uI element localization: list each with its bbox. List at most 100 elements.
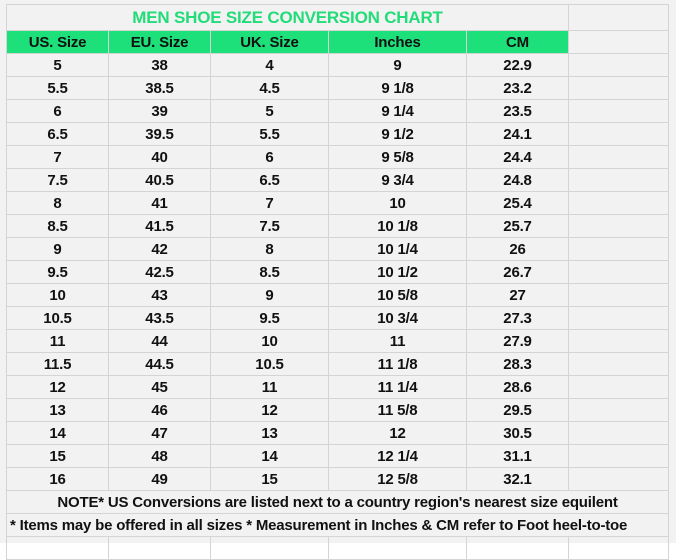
empty-cell[interactable] <box>108 536 211 560</box>
column-header[interactable]: US. Size <box>6 30 109 54</box>
table-cell[interactable]: 27.9 <box>466 329 569 353</box>
empty-cell[interactable] <box>568 30 669 54</box>
table-cell[interactable]: 11 <box>210 375 329 399</box>
table-cell[interactable]: 41 <box>108 191 211 215</box>
table-cell[interactable]: 11 1/8 <box>328 352 467 376</box>
table-cell[interactable]: 9 <box>6 237 109 261</box>
table-cell[interactable]: 9 1/8 <box>328 76 467 100</box>
empty-cell[interactable] <box>568 99 669 123</box>
table-cell[interactable]: 7 <box>6 145 109 169</box>
table-cell[interactable]: 10 3/4 <box>328 306 467 330</box>
table-cell[interactable]: 24.4 <box>466 145 569 169</box>
table-cell[interactable]: 27 <box>466 283 569 307</box>
table-cell[interactable]: 10.5 <box>6 306 109 330</box>
table-cell[interactable]: 26.7 <box>466 260 569 284</box>
empty-cell[interactable] <box>568 421 669 445</box>
table-cell[interactable]: 11 <box>6 329 109 353</box>
table-cell[interactable]: 11 5/8 <box>328 398 467 422</box>
table-cell[interactable]: 13 <box>210 421 329 445</box>
empty-cell[interactable] <box>568 237 669 261</box>
table-cell[interactable]: 15 <box>210 467 329 491</box>
table-cell[interactable]: 8 <box>6 191 109 215</box>
table-cell[interactable]: 4.5 <box>210 76 329 100</box>
table-cell[interactable]: 5 <box>6 53 109 77</box>
empty-cell[interactable] <box>568 260 669 284</box>
table-cell[interactable]: 30.5 <box>466 421 569 445</box>
column-header[interactable]: UK. Size <box>210 30 329 54</box>
empty-cell[interactable] <box>568 4 669 31</box>
empty-cell[interactable] <box>568 145 669 169</box>
table-cell[interactable]: 8.5 <box>210 260 329 284</box>
table-cell[interactable]: 24.1 <box>466 122 569 146</box>
table-cell[interactable]: 14 <box>210 444 329 468</box>
table-cell[interactable]: 6 <box>6 99 109 123</box>
empty-cell[interactable] <box>568 536 669 560</box>
table-cell[interactable]: 15 <box>6 444 109 468</box>
table-cell[interactable]: 6.5 <box>6 122 109 146</box>
table-cell[interactable]: 32.1 <box>466 467 569 491</box>
table-cell[interactable]: 8 <box>210 237 329 261</box>
table-cell[interactable]: 23.5 <box>466 99 569 123</box>
table-cell[interactable]: 11 <box>328 329 467 353</box>
empty-cell[interactable] <box>568 283 669 307</box>
table-cell[interactable]: 5.5 <box>6 76 109 100</box>
table-cell[interactable]: 9 <box>328 53 467 77</box>
table-cell[interactable]: 9 <box>210 283 329 307</box>
column-header[interactable]: Inches <box>328 30 467 54</box>
table-cell[interactable]: 39.5 <box>108 122 211 146</box>
table-cell[interactable]: 38.5 <box>108 76 211 100</box>
table-cell[interactable]: 6 <box>210 145 329 169</box>
table-cell[interactable]: 9 3/4 <box>328 168 467 192</box>
table-cell[interactable]: 9.5 <box>6 260 109 284</box>
table-cell[interactable]: 39 <box>108 99 211 123</box>
table-cell[interactable]: 25.7 <box>466 214 569 238</box>
table-cell[interactable]: 40 <box>108 145 211 169</box>
table-cell[interactable]: 38 <box>108 53 211 77</box>
table-cell[interactable]: 46 <box>108 398 211 422</box>
table-cell[interactable]: 42.5 <box>108 260 211 284</box>
table-cell[interactable]: 16 <box>6 467 109 491</box>
table-cell[interactable]: 45 <box>108 375 211 399</box>
table-cell[interactable]: 14 <box>6 421 109 445</box>
empty-cell[interactable] <box>568 375 669 399</box>
empty-cell[interactable] <box>568 76 669 100</box>
table-cell[interactable]: 12 <box>328 421 467 445</box>
table-cell[interactable]: 26 <box>466 237 569 261</box>
table-cell[interactable]: 12 1/4 <box>328 444 467 468</box>
table-cell[interactable]: 41.5 <box>108 214 211 238</box>
table-cell[interactable]: 12 <box>6 375 109 399</box>
table-cell[interactable]: 5 <box>210 99 329 123</box>
empty-cell[interactable] <box>568 122 669 146</box>
empty-cell[interactable] <box>466 536 569 560</box>
table-cell[interactable]: 40.5 <box>108 168 211 192</box>
table-cell[interactable]: 10 <box>210 329 329 353</box>
table-cell[interactable]: 10 <box>328 191 467 215</box>
table-cell[interactable]: 10 5/8 <box>328 283 467 307</box>
table-cell[interactable]: 29.5 <box>466 398 569 422</box>
table-cell[interactable]: 4 <box>210 53 329 77</box>
table-cell[interactable]: 13 <box>6 398 109 422</box>
table-cell[interactable]: 44 <box>108 329 211 353</box>
table-cell[interactable]: 49 <box>108 467 211 491</box>
table-cell[interactable]: 10 <box>6 283 109 307</box>
empty-cell[interactable] <box>568 398 669 422</box>
table-cell[interactable]: 42 <box>108 237 211 261</box>
table-cell[interactable]: 8.5 <box>6 214 109 238</box>
empty-cell[interactable] <box>568 329 669 353</box>
empty-cell[interactable] <box>568 53 669 77</box>
column-header[interactable]: EU. Size <box>108 30 211 54</box>
table-cell[interactable]: 9.5 <box>210 306 329 330</box>
empty-cell[interactable] <box>568 467 669 491</box>
table-cell[interactable]: 10 1/2 <box>328 260 467 284</box>
table-cell[interactable]: 22.9 <box>466 53 569 77</box>
table-cell[interactable]: 48 <box>108 444 211 468</box>
table-cell[interactable]: 24.8 <box>466 168 569 192</box>
table-cell[interactable]: 9 1/4 <box>328 99 467 123</box>
empty-cell[interactable] <box>568 306 669 330</box>
column-header[interactable]: CM <box>466 30 569 54</box>
table-cell[interactable]: 47 <box>108 421 211 445</box>
table-cell[interactable]: 5.5 <box>210 122 329 146</box>
empty-cell[interactable] <box>568 352 669 376</box>
empty-cell[interactable] <box>568 191 669 215</box>
empty-cell[interactable] <box>568 444 669 468</box>
